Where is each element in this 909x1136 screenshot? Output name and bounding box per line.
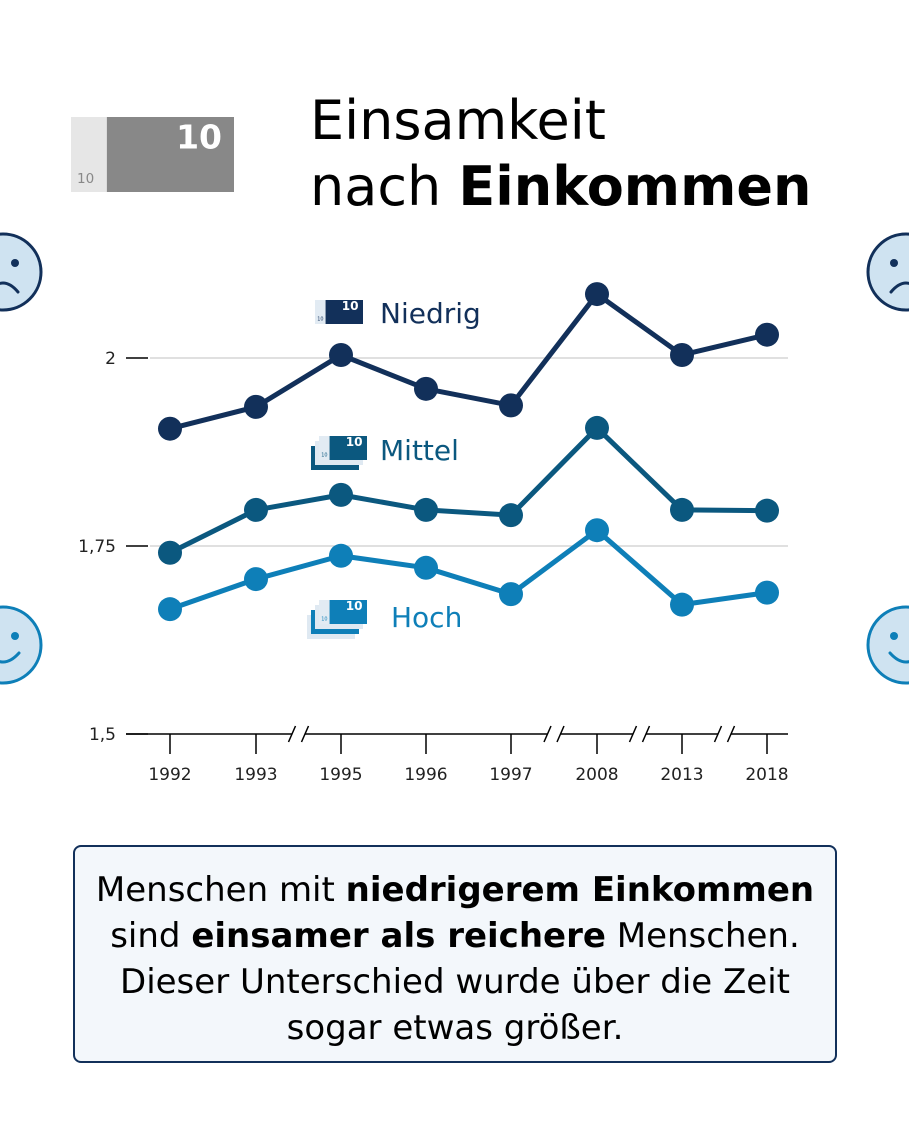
banknote-icon: 10 10	[311, 435, 367, 470]
data-point	[158, 416, 182, 441]
banknote-left	[315, 300, 326, 324]
banknote-left	[319, 436, 330, 460]
data-point	[670, 592, 694, 617]
data-point	[499, 582, 523, 607]
banknote-small-label: 10	[77, 171, 94, 187]
note-text: sind	[110, 916, 192, 956]
x-tick-label: 1993	[234, 765, 277, 785]
banknote-small-label: 10	[321, 617, 327, 623]
title-line1: Einsamkeit	[310, 89, 606, 152]
legend-label-hoch: Hoch	[391, 601, 462, 634]
note-bold: einsamer als reichere	[191, 916, 606, 956]
data-point	[670, 497, 694, 522]
data-point	[244, 497, 268, 522]
legend-label-niedrig: Niedrig	[380, 297, 481, 330]
title-bold: Einkommen	[458, 155, 812, 218]
data-point	[414, 376, 438, 401]
data-point	[158, 597, 182, 622]
series-mittel	[158, 415, 779, 565]
eye	[890, 632, 898, 640]
series-line	[168, 425, 768, 556]
data-point	[244, 567, 268, 592]
face-outline	[866, 232, 909, 312]
series-line	[169, 291, 768, 432]
mouth	[0, 281, 20, 294]
x-tick-label: 1997	[489, 765, 532, 785]
x-tick-label: 2013	[660, 765, 703, 785]
banknote-left	[319, 600, 330, 624]
banknote-icon: 10 10	[315, 299, 363, 324]
data-point	[755, 498, 779, 523]
banknote-small-label: 10	[321, 453, 327, 459]
banknote-label: 10	[342, 299, 359, 313]
data-point	[244, 394, 268, 419]
banknote-body	[325, 300, 363, 324]
summary-box: Menschen mit niedrigerem Einkommen sind …	[73, 845, 837, 1063]
mouth	[889, 281, 909, 294]
banknote-label: 10	[346, 435, 363, 449]
note-text: Menschen mit	[95, 870, 346, 910]
note-text: Menschen. Dieser Unterschied wurde über …	[120, 916, 800, 1048]
data-point	[499, 503, 523, 528]
data-point	[585, 518, 609, 543]
mouth	[0, 651, 21, 664]
title-line2: nach Einkommen	[310, 154, 811, 220]
face-outline	[866, 605, 909, 685]
data-point	[414, 497, 438, 522]
banknote-left	[71, 117, 107, 192]
banknote-label: 10	[176, 118, 222, 157]
banknote-small-label: 10	[317, 317, 323, 323]
banknote-icon: 10 10	[307, 599, 367, 639]
x-tick-label: 2008	[575, 765, 618, 785]
data-point	[329, 543, 353, 568]
x-tick-label: 1992	[148, 765, 191, 785]
sad-face-icon	[0, 232, 43, 312]
data-point	[585, 282, 609, 307]
data-point	[755, 322, 779, 347]
note-bold: niedrigerem Einkommen	[345, 870, 815, 910]
data-point	[499, 393, 523, 418]
y-tick-label: 2	[105, 349, 116, 369]
face-outline	[0, 605, 43, 685]
data-point	[755, 580, 779, 605]
sad-face-icon	[866, 232, 909, 312]
data-point	[585, 415, 609, 440]
banknote-body	[106, 117, 234, 192]
banknote-label: 10	[346, 599, 363, 613]
banknote-icon: 10 10	[71, 117, 234, 192]
data-point	[329, 482, 353, 507]
y-tick-label: 1,5	[89, 725, 116, 745]
series-line	[169, 527, 768, 612]
happy-face-icon	[0, 605, 43, 685]
y-tick-label: 1,75	[78, 537, 116, 557]
legend-label-mittel: Mittel	[380, 434, 459, 467]
eye	[11, 632, 19, 640]
series-niedrig	[158, 282, 779, 441]
eye	[11, 259, 19, 267]
page-title: Einsamkeit nach Einkommen	[310, 88, 811, 220]
banknote-body	[329, 600, 367, 624]
data-point	[670, 342, 694, 367]
title-regular: nach	[310, 155, 459, 218]
face-outline	[0, 232, 43, 312]
banknote-body	[329, 436, 367, 460]
eye	[890, 259, 898, 267]
x-tick-label: 1995	[319, 765, 362, 785]
happy-face-icon	[866, 605, 909, 685]
x-tick-label: 2018	[745, 765, 788, 785]
mouth	[888, 651, 909, 664]
data-point	[329, 342, 353, 367]
data-point	[414, 555, 438, 580]
series-hoch	[158, 518, 779, 622]
data-point	[158, 540, 182, 565]
x-tick-label: 1996	[404, 765, 447, 785]
